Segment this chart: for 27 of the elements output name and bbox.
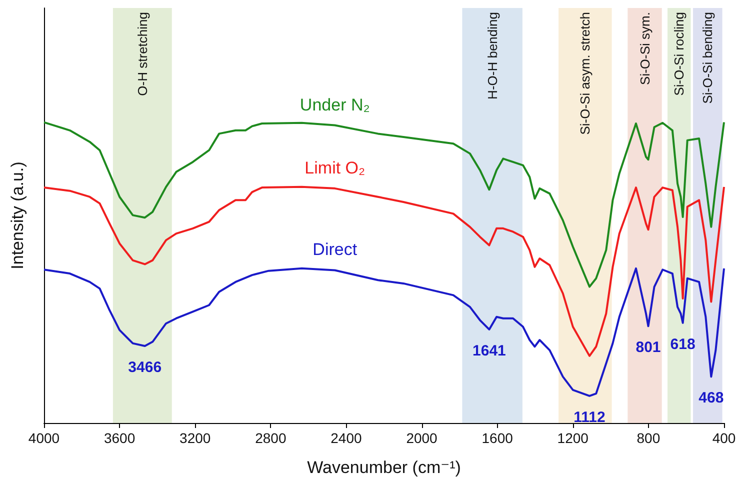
annotation: 3466 bbox=[128, 359, 162, 376]
x-tick-label: 1600 bbox=[482, 430, 514, 446]
series-label: Direct bbox=[312, 240, 358, 260]
series-label: Limit O₂ bbox=[304, 158, 366, 178]
annotation: 618 bbox=[670, 336, 696, 353]
annotation: 801 bbox=[636, 339, 661, 356]
band-label: Si-O-Si asym. stretch bbox=[578, 12, 593, 135]
annotation: 1112 bbox=[574, 408, 606, 426]
x-tick-label: 3200 bbox=[180, 430, 211, 446]
annotation: 1641 bbox=[472, 342, 506, 360]
x-tick-label: 4000 bbox=[28, 430, 60, 446]
band-label: Si-O-Si bending bbox=[700, 12, 716, 104]
x-tick-label: 3600 bbox=[104, 430, 136, 446]
x-tick-label: 400 bbox=[712, 430, 736, 446]
x-tick-label: 800 bbox=[636, 430, 660, 446]
band-label: Si-O-Si sym. bbox=[637, 12, 652, 85]
y-axis-title: Intensity (a.u.) bbox=[8, 162, 27, 270]
series-label: Under N₂ bbox=[300, 95, 370, 114]
x-tick-label: 2400 bbox=[330, 430, 362, 446]
band-label: Si-O-Si rocling bbox=[672, 12, 687, 96]
band-label: H-O-H bending bbox=[484, 12, 500, 100]
annotation: 468 bbox=[698, 390, 724, 407]
x-tick-label: 2800 bbox=[255, 430, 286, 446]
x-tick-label: 2000 bbox=[406, 430, 438, 446]
x-axis-title: Wavenumber (cm⁻¹) bbox=[307, 458, 461, 477]
x-tick-label: 1200 bbox=[557, 430, 589, 446]
band-label: O-H stretching bbox=[134, 12, 150, 96]
